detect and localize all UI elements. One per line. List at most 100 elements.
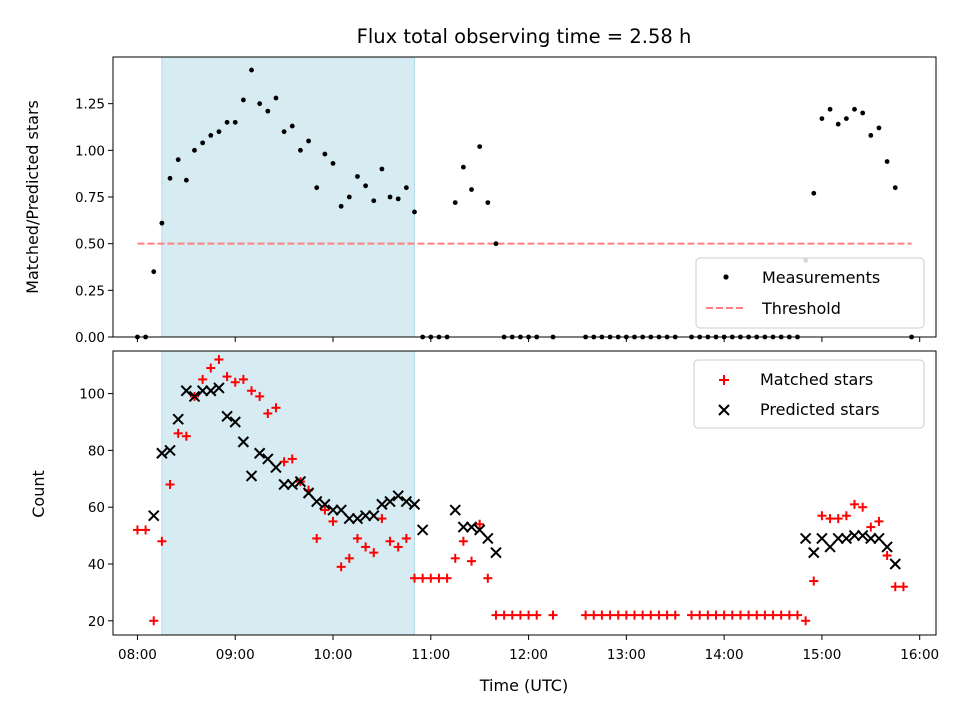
measurement-point [298, 147, 303, 153]
predicted-star-mark-b [205, 385, 217, 397]
measurement-point [208, 133, 214, 138]
matched-star-point [727, 610, 737, 620]
legend-measurements-label: Measurements [762, 268, 880, 287]
predicted-star-point [873, 532, 885, 545]
predicted-star-point [808, 546, 820, 559]
matched-star-point [320, 505, 330, 515]
x-tick-label: 16:00 [900, 647, 939, 663]
predicted-star-point [865, 532, 877, 545]
matched-star-point [361, 542, 371, 552]
predicted-star-mark-b [473, 524, 486, 536]
matched-star-point [222, 372, 232, 382]
predicted-star-mark-b [311, 495, 323, 508]
top-x-ticks [136, 337, 921, 342]
predicted-star-mark-b [359, 510, 372, 522]
predicted-star-point [245, 470, 258, 482]
predicted-star-mark-b [848, 529, 861, 542]
bottom-highlight-span [161, 350, 415, 636]
matched-star-point [581, 610, 591, 620]
legend-predicted-label: Predicted stars [760, 400, 880, 419]
matched-star-point [173, 428, 183, 438]
measurement-point [460, 164, 466, 170]
matched-star-point [890, 582, 900, 592]
matched-star-point [589, 610, 599, 620]
predicted-star-mark-b [335, 504, 347, 516]
measurement-point [485, 200, 491, 206]
matched-star-point [181, 431, 191, 441]
chart-title: Flux total observing time = 2.58 h [357, 25, 692, 48]
predicted-star-mark-b [286, 478, 298, 491]
predicted-star-mark-b [351, 512, 364, 525]
measurement-point [183, 177, 189, 183]
x-tick-label: 10:00 [314, 647, 353, 663]
x-axis-label: Time (UTC) [479, 676, 568, 695]
predicted-star-point [816, 532, 828, 545]
matched-star-point [858, 502, 868, 512]
predicted-star-point [188, 390, 201, 403]
y-tick-label: 1.25 [75, 97, 105, 113]
predicted-star-point [824, 541, 836, 553]
predicted-star-mark-b [824, 541, 836, 553]
predicted-star-mark-b [490, 546, 502, 559]
matched-star-point [475, 519, 485, 529]
matched-star-point [312, 533, 322, 543]
predicted-star-mark-b [881, 541, 893, 553]
bottom-panel: 20 40 60 80 100 08:00 09:00 10:00 11:00 12:00 13:… [29, 350, 939, 695]
predicted-star-mark-b [343, 512, 356, 525]
matched-star-point [711, 610, 721, 620]
predicted-star-point [294, 475, 307, 488]
bottom-y-ticks: 20 40 60 80 100 [79, 387, 113, 630]
y-tick-label: 100 [79, 387, 105, 403]
predicted-star-point [253, 447, 266, 459]
predicted-star-point [351, 512, 364, 525]
matched-star-point [638, 610, 648, 620]
matched-star-point [279, 457, 289, 467]
matched-star-point [670, 610, 680, 620]
measurement-point [355, 174, 360, 179]
bottom-axes-frame [112, 350, 937, 636]
matched-star-point [352, 533, 362, 543]
measurement-point [273, 95, 279, 101]
legend-box [693, 359, 925, 429]
bottom-x-ticks: 08:00 09:00 10:00 11:00 12:00 13:00 14:00 15:00… [118, 635, 939, 663]
predicted-star-mark-b [889, 558, 901, 570]
y-tick-label: 60 [88, 500, 105, 516]
predicted-star-mark-b [457, 521, 470, 533]
measurement-point [322, 151, 328, 157]
predicted-star-mark-b [416, 524, 429, 536]
y-tick-label: 0.25 [75, 283, 105, 299]
y-tick-label: 20 [88, 614, 105, 630]
matched-star-point [157, 536, 167, 546]
predicted-star-point [164, 444, 176, 457]
predicted-star-mark-b [196, 385, 209, 397]
matched-star-point [630, 610, 640, 620]
predicted-star-point [384, 495, 396, 508]
matched-star-point [524, 610, 534, 620]
y-tick-label: 80 [88, 443, 105, 459]
predicted-star-mark-b [816, 532, 828, 545]
matched-star-point [866, 522, 876, 532]
measurement-point [827, 106, 833, 112]
top-highlight-span [161, 56, 415, 338]
measurement-point [167, 175, 173, 181]
top-y-axis-label: Matched/Predicted stars [23, 100, 42, 294]
predicted-star-mark-b [302, 487, 315, 499]
matched-star-point [385, 536, 395, 546]
predicted-star-mark-b [229, 416, 241, 428]
matched-star-point [515, 610, 525, 620]
predicted-star-point [148, 510, 160, 522]
predicted-star-mark-b [465, 521, 478, 533]
matched-star-point [263, 408, 273, 418]
matched-star-point [426, 573, 436, 583]
matched-star-point [336, 562, 346, 572]
matched-star-point [165, 479, 175, 489]
predicted-star-mark-b [245, 470, 258, 482]
highlight-span [161, 56, 415, 338]
predicted-star-mark-b [221, 410, 233, 423]
measurement-point [387, 194, 393, 200]
matched-star-point [499, 610, 509, 620]
x-tick-label: 12:00 [509, 647, 548, 663]
x-tick-label: 13:00 [607, 647, 646, 663]
x-tick-label: 15:00 [802, 647, 841, 663]
predicted-star-mark-b [449, 504, 461, 516]
